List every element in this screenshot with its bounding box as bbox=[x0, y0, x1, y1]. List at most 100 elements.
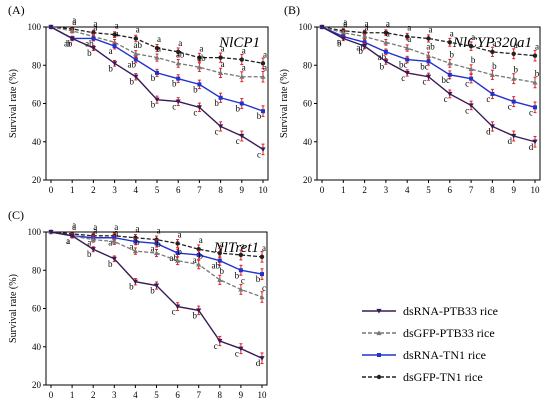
data-point bbox=[218, 70, 224, 75]
data-point bbox=[404, 45, 410, 51]
x-tick-label: 1 bbox=[70, 390, 75, 400]
significance-letter: b bbox=[220, 266, 225, 276]
significance-letter: c bbox=[423, 77, 427, 87]
x-tick-label: 8 bbox=[490, 185, 495, 195]
significance-letter: a bbox=[157, 34, 161, 44]
significance-letter: b bbox=[513, 65, 518, 75]
significance-letter: a bbox=[151, 243, 155, 253]
data-point bbox=[133, 36, 138, 41]
x-tick-label: 3 bbox=[112, 185, 117, 195]
significance-letter: b bbox=[87, 48, 92, 58]
significance-letter: b bbox=[156, 239, 161, 249]
significance-letter: d bbox=[256, 358, 261, 368]
data-point bbox=[218, 95, 223, 100]
data-point bbox=[133, 51, 139, 56]
significance-letter: c bbox=[529, 107, 533, 117]
data-point bbox=[218, 124, 224, 130]
data-point bbox=[217, 277, 223, 282]
data-point bbox=[447, 40, 452, 45]
x-tick-label: 7 bbox=[196, 390, 201, 400]
significance-letter: b bbox=[535, 68, 540, 78]
x-tick-label: 9 bbox=[511, 185, 516, 195]
significance-letter: b bbox=[235, 270, 240, 280]
significance-letter: a bbox=[263, 63, 267, 73]
data-point bbox=[175, 241, 180, 246]
significance-letter: c bbox=[257, 149, 261, 159]
significance-letter: a bbox=[535, 42, 539, 52]
x-tick-label: 2 bbox=[91, 390, 96, 400]
data-point bbox=[362, 40, 367, 45]
x-tick-label: 0 bbox=[320, 185, 325, 195]
significance-letter: a bbox=[343, 17, 347, 27]
data-point bbox=[383, 59, 389, 65]
data-point bbox=[447, 60, 453, 66]
significance-letter: c bbox=[401, 73, 405, 83]
significance-letter: a bbox=[471, 32, 475, 42]
data-point bbox=[238, 346, 244, 352]
x-tick-label: 4 bbox=[405, 185, 410, 195]
y-tick-label: 40 bbox=[303, 137, 313, 147]
data-point bbox=[196, 105, 202, 110]
data-point bbox=[511, 99, 516, 104]
significance-letter: ab bbox=[212, 261, 221, 271]
data-point bbox=[383, 49, 388, 54]
significance-letter: c bbox=[486, 94, 490, 104]
significance-letter: b bbox=[130, 77, 135, 87]
data-point bbox=[468, 66, 474, 72]
significance-letter: a bbox=[115, 28, 119, 38]
data-point bbox=[511, 76, 517, 81]
data-point bbox=[111, 238, 117, 244]
chart-panel-1: (A) NlCP1 20 40 60 80 100 0 1 2 3 4 5 6 7 8 9 10 Survival … bbox=[8, 3, 269, 195]
data-point bbox=[197, 55, 202, 60]
significance-letter: a bbox=[157, 226, 161, 236]
significance-letter: b bbox=[450, 49, 455, 59]
data-point bbox=[238, 268, 243, 273]
data-point bbox=[532, 79, 538, 85]
significance-letter: b bbox=[66, 38, 71, 48]
significance-letter: a bbox=[93, 226, 97, 236]
significance-letter: c bbox=[444, 94, 448, 104]
significance-letter: d bbox=[529, 142, 534, 152]
data-point bbox=[175, 60, 181, 66]
data-point bbox=[69, 36, 75, 42]
data-point bbox=[468, 43, 474, 49]
data-point bbox=[69, 233, 75, 239]
y-tick-label: 100 bbox=[28, 227, 42, 237]
significance-letter: a bbox=[178, 229, 182, 239]
data-point bbox=[490, 91, 495, 96]
y-tick-label: 20 bbox=[303, 175, 313, 185]
significance-letter: d bbox=[507, 136, 512, 146]
significance-letter: a bbox=[93, 19, 97, 29]
significance-letter: b bbox=[380, 61, 385, 71]
data-point bbox=[489, 124, 495, 130]
significance-letter: a bbox=[386, 19, 390, 29]
significance-letter: b bbox=[151, 100, 156, 110]
significance-letter: b bbox=[358, 46, 363, 56]
significance-letter: a bbox=[93, 222, 97, 232]
significance-letter: bc bbox=[399, 60, 408, 70]
data-point bbox=[511, 133, 517, 139]
significance-letter: a bbox=[337, 37, 341, 47]
data-point bbox=[490, 49, 495, 55]
y-tick-label: 100 bbox=[28, 22, 42, 32]
data-point bbox=[155, 70, 159, 75]
y-tick-label: 20 bbox=[32, 175, 42, 185]
data-point bbox=[383, 30, 389, 35]
significance-letter: ab bbox=[64, 38, 73, 48]
data-point bbox=[239, 74, 245, 79]
data-point bbox=[154, 55, 160, 60]
y-axis-label: Survival rate (%) bbox=[279, 69, 290, 138]
legend-marker bbox=[376, 330, 382, 336]
data-point bbox=[197, 82, 202, 87]
x-tick-label: 10 bbox=[259, 185, 269, 195]
significance-letter: b bbox=[135, 237, 140, 247]
x-tick-label: 2 bbox=[362, 185, 367, 195]
significance-letter: b bbox=[337, 38, 342, 48]
data-point bbox=[112, 61, 118, 66]
x-tick-label: 8 bbox=[218, 185, 223, 195]
